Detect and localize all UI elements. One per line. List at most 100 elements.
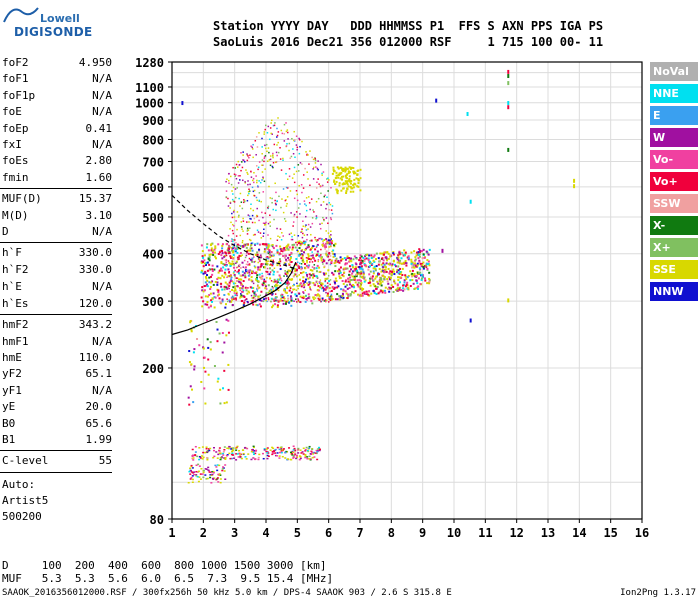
echo-point xyxy=(231,229,234,232)
echo-point xyxy=(316,167,319,170)
echo-point xyxy=(307,196,310,198)
echo-point xyxy=(201,473,204,475)
echo-point xyxy=(278,253,281,256)
echo-point xyxy=(324,284,327,287)
echo-point xyxy=(217,473,220,476)
echo-point xyxy=(296,282,298,285)
echo-point xyxy=(203,387,206,390)
echo-point xyxy=(381,268,384,271)
echo-point xyxy=(258,286,261,289)
echo-point xyxy=(354,273,357,276)
echo-point xyxy=(419,271,422,274)
echo-point xyxy=(507,74,510,79)
echo-point xyxy=(388,286,391,289)
echo-point xyxy=(333,253,336,256)
echo-point xyxy=(307,178,309,180)
echo-point xyxy=(190,330,193,333)
echo-point xyxy=(403,288,406,291)
echo-point xyxy=(236,187,238,189)
echo-point xyxy=(256,207,258,210)
echo-point xyxy=(276,304,279,307)
echo-point xyxy=(190,476,193,479)
echo-point xyxy=(312,168,314,170)
echo-point xyxy=(292,449,295,451)
echo-point xyxy=(305,272,307,274)
echo-point xyxy=(311,245,314,248)
echo-point xyxy=(195,464,198,467)
echo-point xyxy=(236,266,239,268)
echo-point xyxy=(283,289,286,292)
echo-point xyxy=(233,243,236,246)
echo-point xyxy=(258,258,260,261)
echo-point xyxy=(269,155,272,157)
echo-point xyxy=(232,286,235,289)
param-row: yE 20.0 xyxy=(2,400,166,415)
echo-point xyxy=(280,253,283,255)
echo-point xyxy=(288,259,290,261)
echo-point xyxy=(226,242,229,245)
echo-point xyxy=(228,261,231,264)
echo-point xyxy=(396,271,399,274)
echo-point xyxy=(252,234,255,236)
echo-point xyxy=(384,266,387,269)
echo-point xyxy=(285,172,287,175)
echo-point xyxy=(221,247,224,250)
echo-point xyxy=(330,230,332,233)
echo-point xyxy=(244,269,247,272)
echo-point xyxy=(192,454,195,457)
echo-point xyxy=(204,264,207,267)
echo-point xyxy=(267,147,270,149)
echo-point xyxy=(283,123,286,126)
echo-point xyxy=(194,454,197,457)
echo-point xyxy=(417,271,420,274)
echo-point xyxy=(291,267,294,270)
echo-point xyxy=(239,289,241,291)
echo-point xyxy=(301,163,303,165)
echo-point xyxy=(293,130,295,133)
echo-point xyxy=(279,298,282,301)
echo-point xyxy=(240,290,243,293)
echo-point xyxy=(407,286,410,289)
echo-point xyxy=(369,284,372,287)
echo-point xyxy=(396,269,399,272)
echo-point xyxy=(236,251,239,254)
echo-point xyxy=(276,249,279,252)
echo-point xyxy=(362,256,365,259)
echo-point xyxy=(237,456,240,458)
echo-point xyxy=(349,274,352,277)
echo-point xyxy=(241,261,244,264)
echo-point xyxy=(220,285,223,288)
echo-point xyxy=(200,260,203,263)
echo-point xyxy=(326,292,329,295)
echo-point xyxy=(289,190,292,192)
echo-point xyxy=(269,253,271,255)
y-tick-label: 1100 xyxy=(135,81,164,95)
echo-point xyxy=(234,196,237,199)
echo-point xyxy=(241,166,244,169)
echo-point xyxy=(209,471,212,474)
echo-point xyxy=(287,248,290,251)
echo-point xyxy=(319,185,322,188)
echo-point xyxy=(399,286,402,289)
echo-point xyxy=(299,244,302,247)
echo-point xyxy=(415,275,418,278)
echo-point xyxy=(274,296,277,299)
echo-point xyxy=(507,147,510,152)
echo-point xyxy=(402,289,405,292)
echo-point xyxy=(313,296,315,298)
echo-point xyxy=(293,273,296,275)
echo-point xyxy=(316,276,319,279)
echo-point xyxy=(422,261,425,264)
echo-point xyxy=(313,264,316,266)
echo-point xyxy=(190,464,193,467)
x-tick-label: 8 xyxy=(388,526,395,540)
echo-point xyxy=(287,243,290,246)
echo-point xyxy=(357,271,360,274)
echo-point xyxy=(378,267,381,270)
echo-point xyxy=(396,288,399,291)
echo-point xyxy=(296,285,299,288)
echo-point xyxy=(253,189,256,192)
echo-point xyxy=(236,244,239,247)
echo-point xyxy=(348,265,351,268)
echo-point xyxy=(272,450,275,452)
